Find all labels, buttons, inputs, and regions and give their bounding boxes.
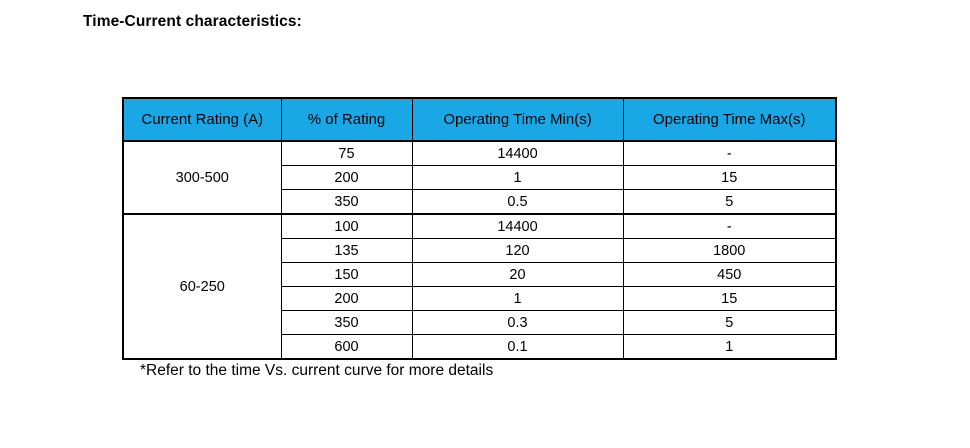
col-header-current-rating: Current Rating (A) — [122, 97, 282, 142]
time-min-cell: 14400 — [411, 140, 624, 166]
time-min-cell: 20 — [411, 262, 624, 287]
percent-cell: 200 — [280, 286, 413, 311]
time-min-cell: 0.5 — [411, 189, 624, 215]
percent-cell: 135 — [280, 238, 413, 263]
table-row: 600 0.1 1 — [123, 334, 837, 360]
time-current-table: Current Rating (A) % of Rating Operating… — [122, 97, 837, 360]
percent-cell: 100 — [280, 213, 413, 239]
table-header-row: Current Rating (A) % of Rating Operating… — [122, 97, 837, 142]
page-title: Time-Current characteristics: — [83, 13, 302, 30]
time-min-cell: 1 — [411, 286, 624, 311]
time-max-cell: - — [622, 213, 837, 239]
time-max-cell: 5 — [622, 189, 837, 215]
time-max-cell: 1 — [622, 334, 837, 360]
table-row: 300-500 75 14400 - — [122, 140, 837, 215]
col-header-percent-of-rating: % of Rating — [280, 97, 413, 142]
percent-cell: 600 — [280, 334, 413, 360]
time-min-cell: 0.3 — [411, 310, 624, 335]
table-row: 60-250 100 14400 - — [122, 213, 837, 360]
time-max-cell: 5 — [622, 310, 837, 335]
table-row: 135 120 1800 — [123, 238, 837, 263]
col-header-operating-time-min: Operating Time Min(s) — [411, 97, 624, 142]
percent-cell: 75 — [280, 140, 413, 166]
col-header-operating-time-max: Operating Time Max(s) — [622, 97, 837, 142]
percent-cell: 350 — [280, 189, 413, 215]
percent-cell: 200 — [280, 165, 413, 190]
rating-group-cell: 300-500 — [122, 140, 282, 215]
time-min-cell: 14400 — [411, 213, 624, 239]
time-max-cell: 15 — [622, 286, 837, 311]
time-max-cell: 15 — [622, 165, 837, 190]
time-min-cell: 1 — [411, 165, 624, 190]
percent-cell: 350 — [280, 310, 413, 335]
time-max-cell: 450 — [622, 262, 837, 287]
table-row: 200 1 15 — [123, 165, 837, 190]
time-min-cell: 120 — [411, 238, 624, 263]
percent-cell: 150 — [280, 262, 413, 287]
time-max-cell: 1800 — [622, 238, 837, 263]
footnote: *Refer to the time Vs. current curve for… — [140, 362, 494, 379]
time-min-cell: 0.1 — [411, 334, 624, 360]
rating-group-cell: 60-250 — [122, 213, 282, 360]
table-row: 350 0.3 5 — [123, 310, 837, 335]
time-max-cell: - — [622, 140, 837, 166]
